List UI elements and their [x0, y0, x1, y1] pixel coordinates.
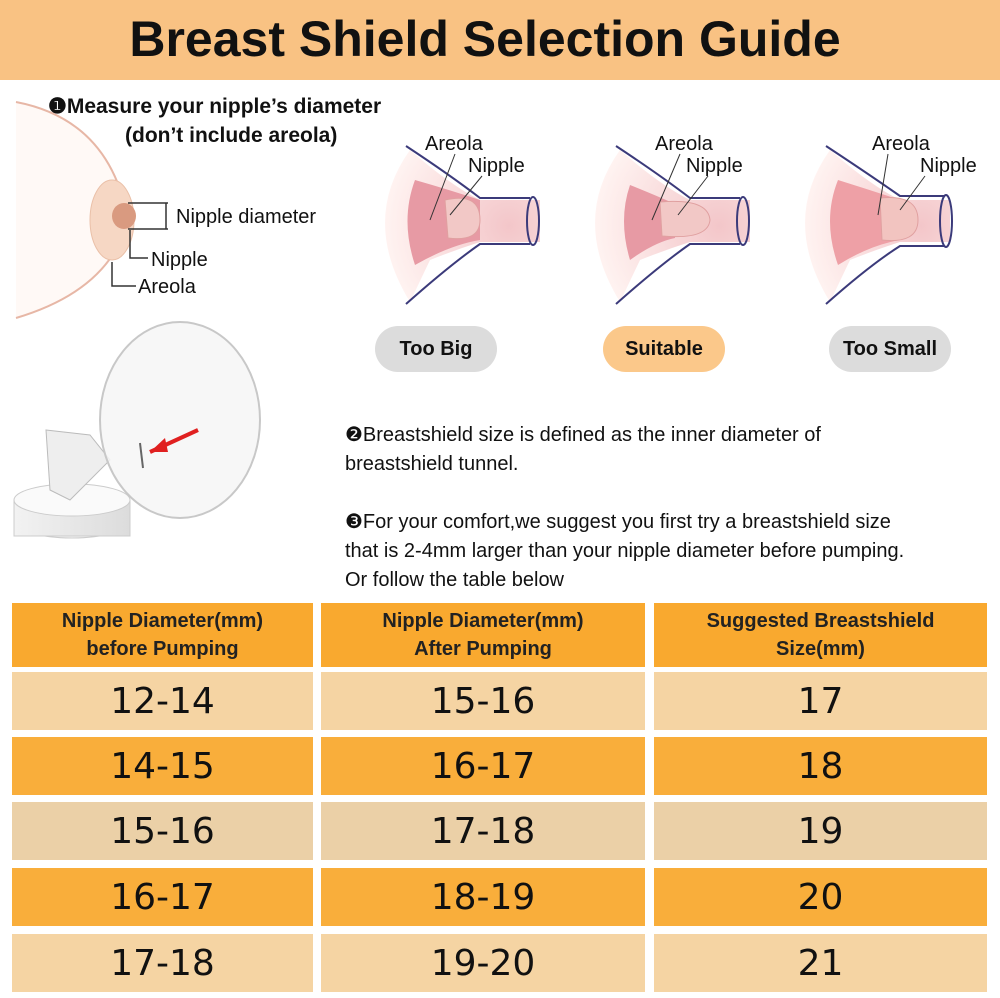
- label-nipple: Nipple: [686, 155, 743, 177]
- table-cell: 17-18: [321, 802, 645, 860]
- table-cell: 19-20: [321, 934, 645, 992]
- table-cell: 17: [654, 672, 987, 730]
- header-cell: Nipple Diameter(mm) After Pumping: [321, 603, 645, 667]
- table-cell: 15-16: [321, 672, 645, 730]
- table-cell: 21: [654, 934, 987, 992]
- header-text: Nipple Diameter(mm): [61, 610, 264, 632]
- shield-illustration: [13, 321, 261, 539]
- header-cell: Nipple Diameter(mm) before Pumping: [12, 603, 313, 667]
- nipple: [112, 203, 136, 229]
- fit-badge: Too Small: [829, 326, 951, 372]
- header-text: Size(mm): [776, 638, 865, 660]
- label-nipple: Nipple: [468, 155, 525, 177]
- label-diameter: Nipple diameter: [176, 206, 316, 228]
- fit-diagram: Areola Nipple: [595, 133, 750, 305]
- fit-badge: Too Big: [375, 326, 497, 372]
- step3-line: ❸For your comfort,we suggest you first t…: [345, 511, 891, 533]
- table-cell: 17-18: [12, 934, 313, 992]
- label-areola: Areola: [872, 133, 931, 155]
- label-nipple: Nipple: [920, 155, 977, 177]
- title-band: [0, 0, 1000, 80]
- illustrations: Nipple diameter Nipple Areola Areola Nip…: [13, 101, 977, 539]
- header-cell: Suggested Breastshield Size(mm): [654, 603, 987, 667]
- header-text: After Pumping: [414, 638, 552, 660]
- step3-line: that is 2-4mm larger than your nipple di…: [345, 540, 905, 562]
- header-text: Nipple Diameter(mm): [382, 610, 584, 632]
- header-text: before Pumping: [86, 638, 239, 660]
- title: Breast Shield Selection Guide: [129, 11, 841, 67]
- fit-diagram: Areola Nipple: [805, 133, 977, 305]
- table-cell: 19: [654, 802, 987, 860]
- table-cell: 20: [654, 868, 987, 926]
- measure-lines: [111, 202, 168, 287]
- label-areola: Areola: [425, 133, 484, 155]
- label-areola: Areola: [138, 276, 197, 298]
- step3-line: Or follow the table below: [345, 569, 565, 591]
- table-cell: 15-16: [12, 802, 313, 860]
- table-cell: 14-15: [12, 737, 313, 795]
- step2-line: ❷Breastshield size is defined as the inn…: [345, 424, 821, 446]
- step1-line: (don’t include areola): [125, 124, 338, 147]
- table-cell: 16-17: [12, 868, 313, 926]
- table-cell: 18-19: [321, 868, 645, 926]
- label-areola: Areola: [655, 133, 714, 155]
- header-text: Suggested Breastshield: [706, 610, 935, 632]
- step2-line: breastshield tunnel.: [345, 453, 519, 475]
- step1-line: ❶Measure your nipple’s diameter: [48, 95, 382, 118]
- nipple: [444, 197, 481, 240]
- label-nipple: Nipple: [151, 249, 208, 271]
- fit-diagram: Areola Nipple: [385, 133, 540, 305]
- table-cell: 18: [654, 737, 987, 795]
- fit-badge: Suitable: [603, 326, 725, 372]
- table-cell: 12-14: [12, 672, 313, 730]
- table-cell: 16-17: [321, 737, 645, 795]
